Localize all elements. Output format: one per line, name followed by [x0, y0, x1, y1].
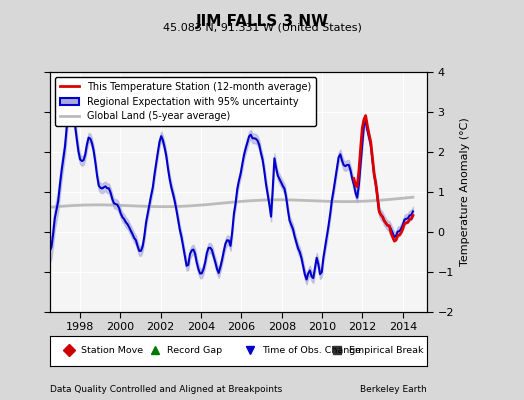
Text: Time of Obs. Change: Time of Obs. Change — [262, 346, 361, 355]
Y-axis label: Temperature Anomaly (°C): Temperature Anomaly (°C) — [460, 118, 470, 266]
Text: Station Move: Station Move — [81, 346, 143, 355]
Text: Data Quality Controlled and Aligned at Breakpoints: Data Quality Controlled and Aligned at B… — [50, 385, 282, 394]
Text: Berkeley Earth: Berkeley Earth — [361, 385, 427, 394]
Text: Empirical Break: Empirical Break — [348, 346, 423, 355]
Legend: This Temperature Station (12-month average), Regional Expectation with 95% uncer: This Temperature Station (12-month avera… — [54, 77, 316, 126]
Text: 45.083 N, 91.331 W (United States): 45.083 N, 91.331 W (United States) — [162, 22, 362, 32]
Text: JIM FALLS 3 NW: JIM FALLS 3 NW — [195, 14, 329, 29]
Text: Record Gap: Record Gap — [168, 346, 223, 355]
